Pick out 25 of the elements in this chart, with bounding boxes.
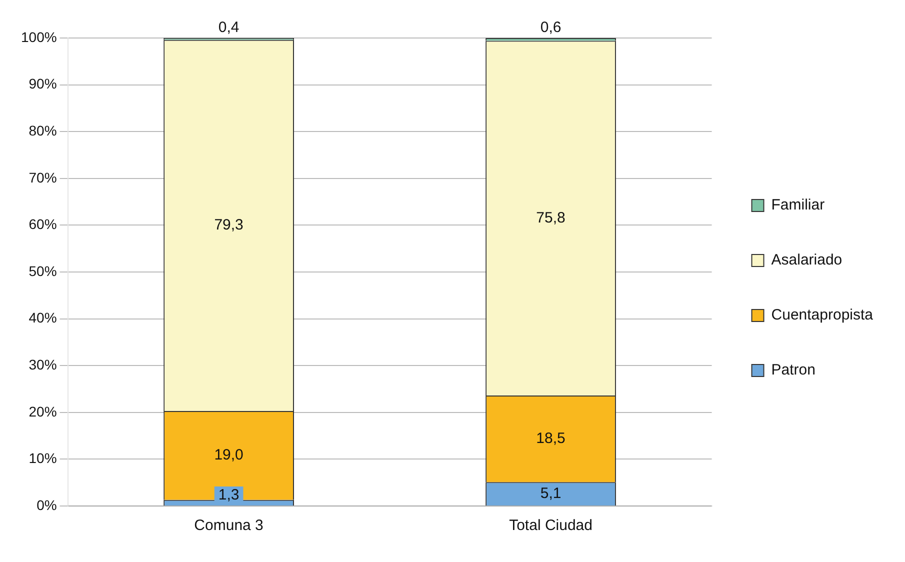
- y-tick-label: 20%: [28, 403, 57, 420]
- x-tick-label: Comuna 3: [194, 517, 264, 534]
- data-label: 0,4: [218, 19, 240, 36]
- legend-label: Patron: [771, 362, 816, 379]
- data-label: 18,5: [536, 430, 566, 447]
- data-label: 19,0: [214, 446, 244, 464]
- y-tick-label: 40%: [28, 310, 57, 326]
- y-tick-label: 90%: [28, 76, 57, 92]
- legend-label: Cuentapropista: [771, 306, 874, 324]
- legend-label: Asalariado: [771, 252, 842, 269]
- y-tick-label: 60%: [28, 216, 57, 232]
- data-label: 0,6: [540, 19, 562, 36]
- legend-label: Familiar: [771, 196, 825, 214]
- y-tick-label: 70%: [28, 169, 57, 186]
- data-label: 5,1: [540, 484, 562, 502]
- y-tick-label: 100%: [20, 28, 57, 45]
- data-label: 75,8: [536, 209, 566, 226]
- y-tick-label: 50%: [28, 262, 57, 279]
- y-tick-label: 80%: [28, 122, 57, 138]
- y-tick-label: 30%: [28, 356, 57, 372]
- data-label: 79,3: [214, 216, 244, 234]
- data-label: 1,3: [218, 486, 240, 504]
- y-tick-label: 0%: [36, 496, 57, 513]
- x-tick-label: Total Ciudad: [509, 517, 592, 534]
- y-tick-label: 10%: [28, 450, 57, 466]
